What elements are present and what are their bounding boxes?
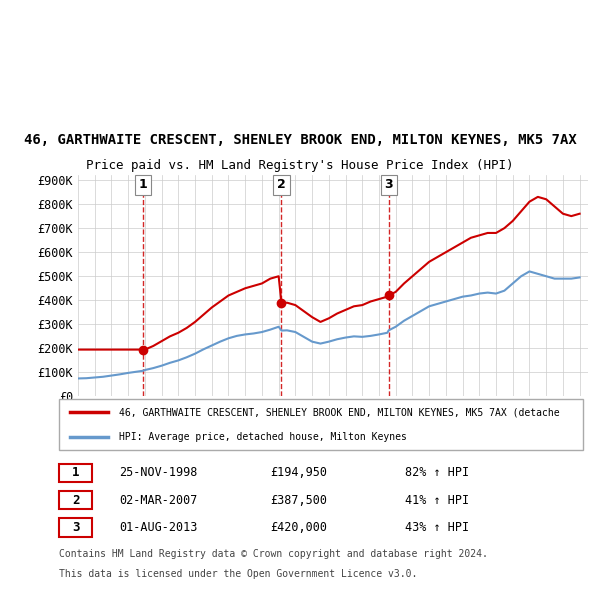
Text: 41% ↑ HPI: 41% ↑ HPI bbox=[405, 494, 469, 507]
Text: 82% ↑ HPI: 82% ↑ HPI bbox=[405, 466, 469, 479]
FancyBboxPatch shape bbox=[59, 399, 583, 450]
FancyBboxPatch shape bbox=[59, 519, 92, 537]
Text: 25-NOV-1998: 25-NOV-1998 bbox=[119, 466, 197, 479]
Text: Contains HM Land Registry data © Crown copyright and database right 2024.: Contains HM Land Registry data © Crown c… bbox=[59, 549, 488, 559]
Text: 3: 3 bbox=[385, 178, 393, 191]
Text: £387,500: £387,500 bbox=[270, 494, 327, 507]
Text: 46, GARTHWAITE CRESCENT, SHENLEY BROOK END, MILTON KEYNES, MK5 7AX (detache: 46, GARTHWAITE CRESCENT, SHENLEY BROOK E… bbox=[119, 407, 559, 417]
Text: 2: 2 bbox=[72, 494, 79, 507]
Text: 01-AUG-2013: 01-AUG-2013 bbox=[119, 521, 197, 534]
Text: Price paid vs. HM Land Registry's House Price Index (HPI): Price paid vs. HM Land Registry's House … bbox=[86, 159, 514, 172]
Text: 43% ↑ HPI: 43% ↑ HPI bbox=[405, 521, 469, 534]
Text: £420,000: £420,000 bbox=[270, 521, 327, 534]
Text: 1: 1 bbox=[72, 466, 79, 479]
FancyBboxPatch shape bbox=[59, 464, 92, 482]
Text: This data is licensed under the Open Government Licence v3.0.: This data is licensed under the Open Gov… bbox=[59, 569, 418, 579]
Text: 2: 2 bbox=[277, 178, 286, 191]
Text: 1: 1 bbox=[139, 178, 148, 191]
FancyBboxPatch shape bbox=[59, 491, 92, 509]
Text: HPI: Average price, detached house, Milton Keynes: HPI: Average price, detached house, Milt… bbox=[119, 432, 407, 442]
Text: 46, GARTHWAITE CRESCENT, SHENLEY BROOK END, MILTON KEYNES, MK5 7AX: 46, GARTHWAITE CRESCENT, SHENLEY BROOK E… bbox=[23, 133, 577, 147]
Text: 3: 3 bbox=[72, 521, 79, 534]
Text: 02-MAR-2007: 02-MAR-2007 bbox=[119, 494, 197, 507]
Text: £194,950: £194,950 bbox=[270, 466, 327, 479]
